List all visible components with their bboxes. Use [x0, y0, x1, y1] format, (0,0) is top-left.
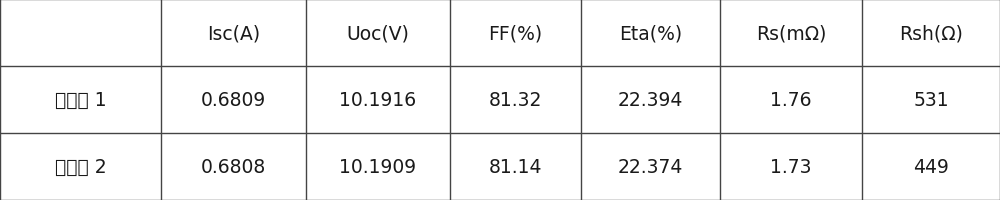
- Text: 实施例 2: 实施例 2: [55, 157, 106, 176]
- Text: 0.6808: 0.6808: [201, 157, 266, 176]
- Text: 10.1909: 10.1909: [339, 157, 416, 176]
- Text: 1.73: 1.73: [770, 157, 812, 176]
- Text: Eta(%): Eta(%): [619, 24, 682, 43]
- Text: 81.32: 81.32: [489, 91, 542, 109]
- Text: Uoc(V): Uoc(V): [346, 24, 409, 43]
- Text: 449: 449: [913, 157, 949, 176]
- Text: Rs(mΩ): Rs(mΩ): [756, 24, 826, 43]
- Text: 22.374: 22.374: [618, 157, 683, 176]
- Text: 81.14: 81.14: [489, 157, 542, 176]
- Text: 22.394: 22.394: [618, 91, 683, 109]
- Text: 10.1916: 10.1916: [339, 91, 416, 109]
- Text: Isc(A): Isc(A): [207, 24, 260, 43]
- Text: FF(%): FF(%): [488, 24, 543, 43]
- Text: 1.76: 1.76: [770, 91, 812, 109]
- Text: 0.6809: 0.6809: [201, 91, 266, 109]
- Text: 531: 531: [913, 91, 949, 109]
- Text: Rsh(Ω): Rsh(Ω): [899, 24, 963, 43]
- Text: 实施例 1: 实施例 1: [55, 91, 106, 109]
